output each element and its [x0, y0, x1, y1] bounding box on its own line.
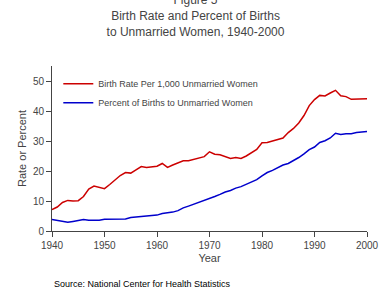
svg-text:2000: 2000 [356, 240, 379, 251]
svg-text:1980: 1980 [251, 240, 274, 251]
svg-text:0: 0 [38, 226, 44, 237]
svg-text:1960: 1960 [146, 240, 169, 251]
svg-text:Year: Year [198, 252, 221, 264]
svg-text:30: 30 [33, 136, 45, 147]
svg-text:1970: 1970 [198, 240, 221, 251]
svg-text:Percent of Births to Unmarried: Percent of Births to Unmarried Women [98, 98, 252, 108]
svg-text:20: 20 [33, 166, 45, 177]
svg-text:Rate or Percent: Rate or Percent [16, 110, 28, 187]
svg-text:Figure 5Birth Rate and Percent: Figure 5Birth Rate and Percent of Births… [107, 0, 285, 39]
svg-text:50: 50 [33, 76, 45, 87]
svg-text:1990: 1990 [303, 240, 326, 251]
svg-text:Source: National Center for He: Source: National Center for Health Stati… [54, 279, 231, 289]
svg-text:10: 10 [33, 196, 45, 207]
svg-text:Birth Rate Per 1,000 Unmarried: Birth Rate Per 1,000 Unmarried Women [98, 79, 257, 89]
svg-text:1950: 1950 [93, 240, 116, 251]
svg-text:1940: 1940 [41, 240, 64, 251]
svg-text:40: 40 [33, 106, 45, 117]
